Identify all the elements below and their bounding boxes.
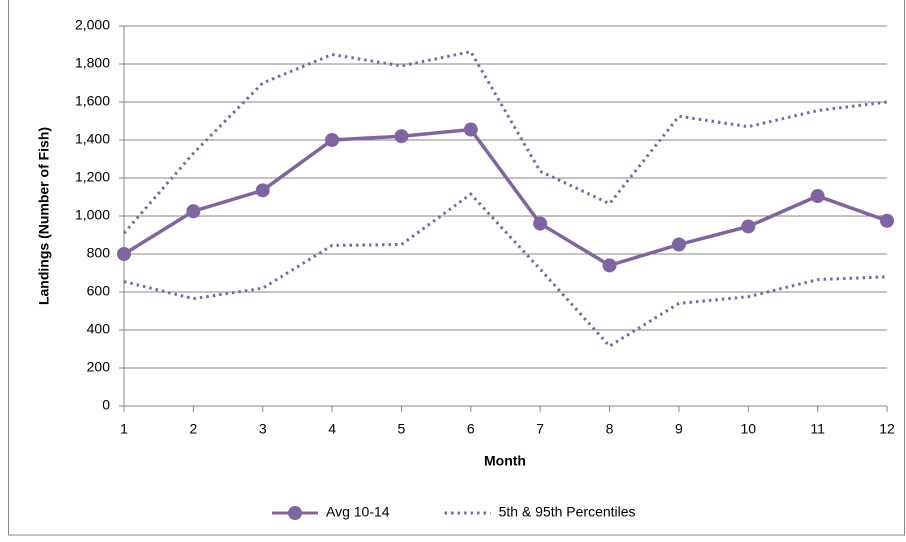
- chart-frame: [8, 0, 905, 536]
- x-tick-label: 8: [606, 421, 614, 437]
- data-point: [186, 204, 201, 219]
- y-tick-label: 1,000: [75, 207, 110, 223]
- legend-label: Avg 10-14: [326, 504, 390, 520]
- y-tick-label: 600: [87, 283, 111, 299]
- x-tick-label: 7: [536, 421, 544, 437]
- x-tick-label: 9: [675, 421, 683, 437]
- data-point: [463, 122, 478, 137]
- y-tick-label: 1,800: [75, 55, 110, 71]
- x-tick-label: 2: [189, 421, 197, 437]
- x-tick-label: 11: [810, 421, 825, 437]
- x-tick-label: 12: [879, 421, 895, 437]
- x-axis-label: Month: [484, 453, 526, 469]
- data-point: [810, 189, 825, 204]
- x-tick-label: 3: [259, 421, 267, 437]
- x-tick-label: 6: [467, 421, 475, 437]
- y-tick-label: 800: [87, 245, 111, 261]
- series-line: [123, 127, 888, 268]
- legend-label: 5th & 95th Percentiles: [499, 504, 636, 520]
- y-tick-label: 400: [87, 321, 111, 337]
- data-point: [602, 258, 617, 273]
- data-point: [117, 247, 131, 261]
- data-point: [325, 133, 340, 147]
- legend-marker: [288, 506, 302, 520]
- data-point: [880, 213, 894, 228]
- y-tick-label: 200: [87, 359, 111, 375]
- x-tick-label: 5: [398, 421, 406, 437]
- y-tick-label: 0: [102, 397, 110, 413]
- data-point: [533, 216, 548, 231]
- y-tick-label: 2,000: [75, 17, 110, 33]
- x-tick-label: 1: [120, 421, 128, 437]
- series-line: [123, 192, 888, 349]
- data-point: [671, 237, 686, 252]
- y-tick-label: 1,600: [75, 93, 110, 109]
- x-tick-label: 10: [740, 421, 756, 437]
- data-point: [394, 129, 409, 144]
- series-line: [122, 49, 888, 235]
- x-tick-label: 4: [328, 421, 336, 437]
- y-axis-label: Landings (Number of Fish): [36, 127, 52, 305]
- data-point: [741, 219, 756, 234]
- data-point: [255, 183, 270, 198]
- y-tick-label: 1,400: [75, 131, 110, 147]
- y-tick-label: 1,200: [75, 169, 110, 185]
